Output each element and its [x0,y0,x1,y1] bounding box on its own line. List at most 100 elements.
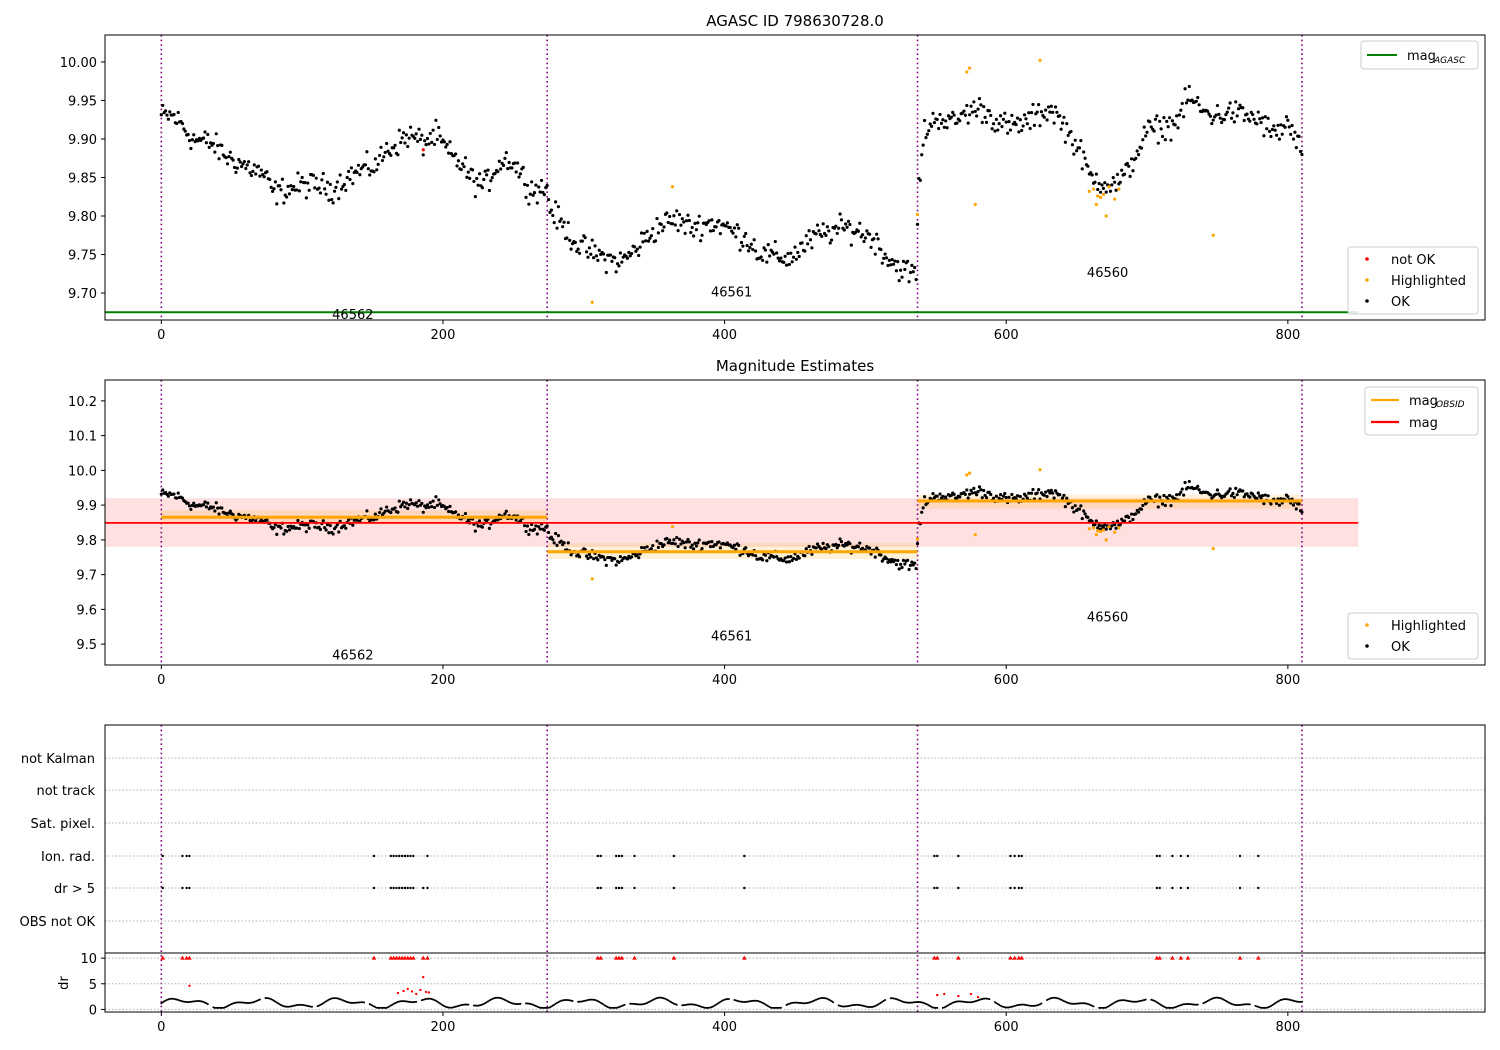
ok-point [1059,127,1063,131]
ok-point [1000,125,1004,129]
ok-point [1222,118,1227,122]
ok-point [1153,117,1158,121]
ok-point [946,114,951,118]
ok-point [603,558,607,562]
ok-point [662,543,666,547]
ok-point [306,181,310,185]
flag-point [1257,854,1260,858]
ok-point [972,486,976,490]
ok-point [437,498,441,502]
ok-point [437,125,441,130]
ok-point [568,238,572,243]
ok-point [407,136,411,140]
ok-point [259,168,263,172]
ok-point [710,218,714,222]
ok-point [734,235,738,239]
ok-point [1010,113,1014,117]
flag-point [389,886,393,890]
ok-point [639,545,644,550]
ok-point [1051,491,1055,495]
ok-point [651,226,655,231]
ok-point [477,519,482,523]
ok-point [1007,495,1011,499]
ok-point [896,558,900,563]
ok-point [635,247,639,251]
ok-point [339,187,344,191]
ok-point [1169,138,1173,142]
ok-point [473,195,477,199]
ok-point [265,170,269,174]
ok-point [928,122,932,126]
dr-point [311,1005,313,1008]
ok-point [1018,118,1022,122]
ok-point [254,172,258,176]
ok-point [625,256,630,260]
ok-point [670,541,675,545]
flag-point [426,886,429,890]
ok-point [613,256,617,260]
ok-point [728,225,732,230]
ok-point [275,532,279,536]
ok-point [172,112,176,117]
ok-point [337,530,341,534]
ok-point [989,492,993,497]
ok-point [206,501,210,505]
agasc-xtick-label: 800 [1275,328,1300,343]
ok-point [317,186,321,190]
dr-point [206,1003,209,1006]
dr-point [689,1003,692,1006]
flag-point [398,886,401,890]
ok-point [211,505,216,509]
ok-point [1182,493,1186,497]
ok-point [761,258,765,263]
ok-point [186,501,190,505]
ok-point [789,555,793,559]
flag-point [1155,854,1159,858]
ok-point [1260,493,1265,498]
ok-point [997,122,1001,126]
ok-point [645,229,649,233]
highlighted-point [915,212,920,217]
ok-point [1231,111,1235,115]
dr-ytick-label: 0 [89,1003,97,1018]
ok-point [206,132,210,137]
ok-point [427,505,431,510]
ok-point [287,528,292,532]
dr-point [264,997,267,1000]
ok-point [1063,140,1067,144]
ok-point [427,142,431,146]
dr-point [993,1001,996,1004]
ok-point [1070,506,1075,510]
ok-point [1066,133,1070,138]
ok-point [1072,152,1076,156]
agasc-xtick-label: 200 [431,328,456,343]
ok-point [680,217,684,221]
dr-point [715,1003,718,1006]
ok-point [824,547,828,551]
ok-point [1297,134,1301,139]
ok-point [899,268,903,272]
ok-point [435,503,439,507]
ok-point [189,507,193,512]
ok-point [456,159,461,163]
ok-point [815,223,820,227]
dr-point [213,1006,216,1009]
ok-point [982,104,986,109]
ok-point [603,258,607,262]
flag-point [372,886,376,890]
ok-point [424,143,428,147]
ok-point [1273,128,1277,132]
ok-point [1086,164,1090,168]
dr-point [589,998,592,1001]
ok-point [365,509,369,513]
highlighted-point [1038,58,1042,63]
flag-point [412,886,415,890]
dr-point [995,1002,998,1005]
ok-point [1300,510,1304,514]
ok-point [1115,172,1120,177]
ok-point [784,560,789,564]
dr-point [351,1001,354,1004]
ok-point [642,231,646,235]
ok-point [558,219,562,224]
dr-point [1019,1003,1022,1006]
